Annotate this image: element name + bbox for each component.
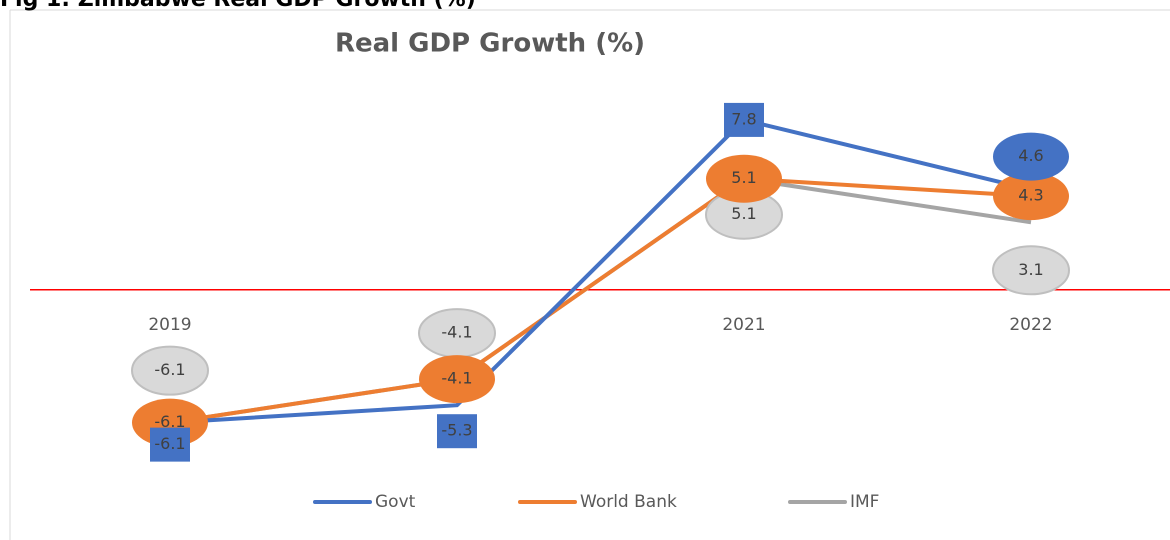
data-label: -6.1	[154, 434, 185, 453]
data-label-box	[993, 172, 1069, 221]
data-label: -6.1	[154, 412, 185, 431]
data-label-box	[993, 132, 1069, 181]
series-line	[169, 176, 1032, 425]
data-label-box	[706, 154, 782, 203]
series-line	[169, 176, 1032, 425]
data-label: 7.8	[731, 109, 756, 128]
data-label: -4.1	[441, 323, 472, 342]
data-label-box	[724, 102, 764, 137]
legend-label: World Bank	[580, 492, 677, 512]
data-label: -6.1	[154, 360, 185, 379]
data-label-box	[419, 355, 495, 404]
data-label: 3.1	[1018, 260, 1043, 279]
x-tick-label: 2022	[1009, 315, 1052, 335]
x-tick-label: 2021	[722, 315, 765, 335]
legend-label: IMF	[850, 492, 879, 512]
legend-label: Govt	[375, 492, 416, 512]
data-label: 5.1	[731, 168, 756, 187]
x-tick-label: 2019	[148, 315, 191, 335]
data-label: 4.3	[1018, 186, 1043, 205]
data-label-box	[437, 414, 477, 449]
data-label-box	[992, 245, 1070, 296]
chart-title: Real GDP Growth (%)	[335, 29, 645, 59]
data-label-box	[150, 427, 190, 462]
figure-caption: Fig 1: Zimbabwe Real GDP Growth (%)	[0, 0, 476, 12]
data-label: -4.1	[441, 369, 472, 388]
data-label: -5.3	[441, 421, 472, 440]
data-label: 4.6	[1018, 146, 1043, 165]
data-label: 5.1	[731, 204, 756, 223]
data-label-box	[131, 345, 209, 396]
series-line	[169, 117, 1032, 425]
